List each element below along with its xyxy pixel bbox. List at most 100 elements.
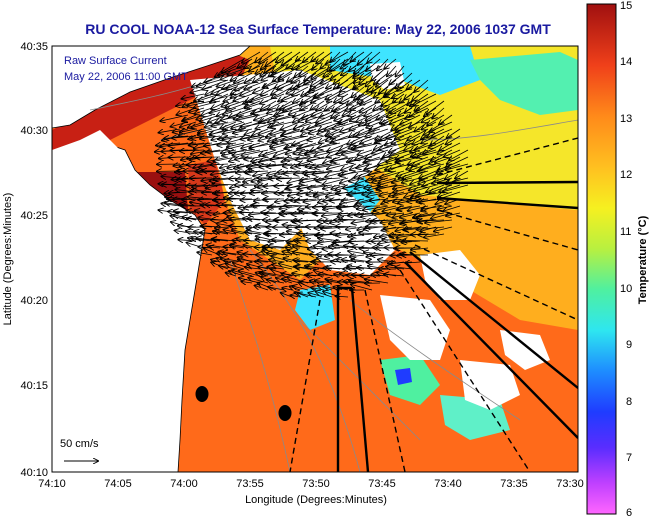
- velocity-vector-arrow: [217, 79, 237, 87]
- velocity-vector-arrow: [407, 79, 421, 89]
- velocity-vector-arrow: [376, 135, 397, 143]
- velocity-vector-arrow: [277, 178, 301, 179]
- velocity-vector-arrow: [277, 79, 301, 90]
- velocity-vector-arrow: [409, 114, 429, 128]
- y-tick-label: 40:30: [20, 125, 48, 137]
- velocity-vector-arrow: [360, 93, 381, 105]
- velocity-vector-arrow: [244, 58, 261, 68]
- velocity-vector-arrow: [341, 58, 357, 69]
- velocity-vector-arrow: [280, 121, 301, 130]
- velocity-vector-arrow: [261, 86, 277, 95]
- colorbar-tick-label: 7: [626, 452, 632, 464]
- velocity-vector-arrow: [444, 149, 461, 157]
- velocity-vector-arrow: [395, 128, 421, 139]
- velocity-vector-arrow: [259, 51, 277, 63]
- x-tick-label: 73:35: [500, 478, 528, 490]
- velocity-vector-arrow: [286, 58, 301, 69]
- velocity-vector-arrow: [281, 135, 309, 142]
- velocity-vector-arrow: [308, 156, 333, 160]
- x-tick-label: 74:10: [38, 478, 66, 490]
- velocity-vector-arrow: [348, 107, 365, 116]
- velocity-vector-arrow: [404, 142, 421, 151]
- velocity-vector-arrow: [300, 100, 317, 110]
- velocity-vector-arrow: [188, 100, 213, 106]
- velocity-vector-arrow: [379, 79, 397, 94]
- velocity-vector-arrow: [296, 51, 309, 61]
- velocity-vector-arrow: [311, 93, 333, 103]
- velocity-vector-arrow: [282, 93, 301, 101]
- velocity-vector-arrow: [405, 262, 421, 263]
- velocity-vector-arrow: [304, 72, 325, 85]
- velocity-vector-arrow: [245, 100, 269, 108]
- velocity-vector-arrow: [251, 107, 277, 114]
- velocity-vector-arrow: [422, 121, 437, 130]
- cloud-mask: [500, 330, 550, 370]
- velocity-vector-arrow: [338, 114, 365, 124]
- velocity-vector-arrow: [325, 100, 341, 111]
- velocity-vector-arrow: [386, 128, 413, 139]
- velocity-vector-arrow: [333, 121, 357, 129]
- velocity-vector-arrow: [261, 58, 277, 69]
- velocity-vector-arrow: [368, 170, 389, 175]
- velocity-vector-arrow: [291, 72, 309, 83]
- x-tick-label: 73:30: [556, 478, 584, 490]
- velocity-vector-arrow: [379, 142, 405, 150]
- velocity-vector-arrow: [282, 51, 301, 65]
- velocity-vector-arrow: [282, 128, 309, 135]
- x-axis-label: Longitude (Degrees:Minutes): [245, 494, 387, 506]
- x-tick-label: 73:55: [236, 478, 264, 490]
- velocity-vector-arrow: [354, 142, 381, 149]
- x-axis-ticks: 74:10 74:05 74:00 73:55 73:50 73:45 73:4…: [38, 478, 584, 490]
- velocity-vector-arrow: [396, 156, 421, 163]
- velocity-vector-arrow: [222, 58, 245, 72]
- colorbar-tick-label: 14: [620, 56, 632, 68]
- colorbar-tick-label: 8: [626, 396, 632, 408]
- velocity-vector-arrow: [411, 248, 429, 250]
- velocity-vector-arrow: [311, 107, 333, 116]
- colorbar-ticks: 15 14 13 12 11 10 9 8 7 6: [620, 0, 632, 519]
- velocity-vector-arrow: [455, 170, 469, 179]
- velocity-vector-arrow: [323, 65, 341, 77]
- velocity-vector-arrow: [392, 86, 413, 98]
- cloud-mask: [460, 360, 520, 410]
- velocity-vector-arrow: [268, 114, 293, 122]
- velocity-vector-arrow: [443, 205, 461, 211]
- velocity-vector-arrow: [446, 135, 461, 144]
- annotation-line-1: Raw Surface Current: [64, 55, 167, 67]
- velocity-vector-arrow: [241, 149, 269, 156]
- velocity-vector-arrow: [261, 72, 277, 80]
- velocity-vector-arrow: [439, 114, 453, 124]
- velocity-vector-arrow: [375, 93, 389, 103]
- velocity-vector-arrow: [338, 86, 357, 96]
- velocity-vector-arrow: [365, 279, 389, 284]
- land-mass: [52, 46, 251, 129]
- velocity-vector-arrow: [351, 51, 365, 61]
- velocity-vector-arrow: [271, 65, 293, 76]
- velocity-vector-arrow: [418, 220, 445, 221]
- velocity-vector-arrow: [360, 135, 381, 144]
- velocity-vector-arrow: [445, 156, 469, 168]
- velocity-vector-arrow: [309, 79, 333, 92]
- velocity-vector-arrow: [347, 192, 373, 195]
- velocity-vector-arrow: [365, 128, 389, 137]
- map-frame: [51, 45, 579, 473]
- velocity-vector-arrow: [190, 86, 213, 93]
- velocity-vector-arrow: [311, 65, 333, 79]
- velocity-vector-arrow: [360, 65, 381, 79]
- velocity-vector-arrow: [336, 296, 349, 297]
- velocity-vector-arrow: [327, 163, 349, 169]
- cloud-mask: [420, 250, 480, 300]
- velocity-vector-arrow: [242, 51, 261, 63]
- y-tick-label: 40:15: [20, 380, 48, 392]
- colorbar-tick-label: 13: [620, 113, 632, 125]
- velocity-vector-arrow: [423, 142, 445, 154]
- velocity-vector-arrow: [367, 79, 381, 92]
- velocity-vector-arrow: [297, 142, 325, 149]
- velocity-vector-arrow: [393, 184, 413, 189]
- velocity-vector-arrow: [398, 107, 413, 116]
- velocity-vector-arrow: [354, 72, 365, 83]
- velocity-vector-arrow: [363, 156, 389, 163]
- velocity-vector-arrow: [226, 79, 253, 88]
- x-tick-label: 73:50: [302, 478, 330, 490]
- velocity-vector-arrow: [350, 107, 373, 121]
